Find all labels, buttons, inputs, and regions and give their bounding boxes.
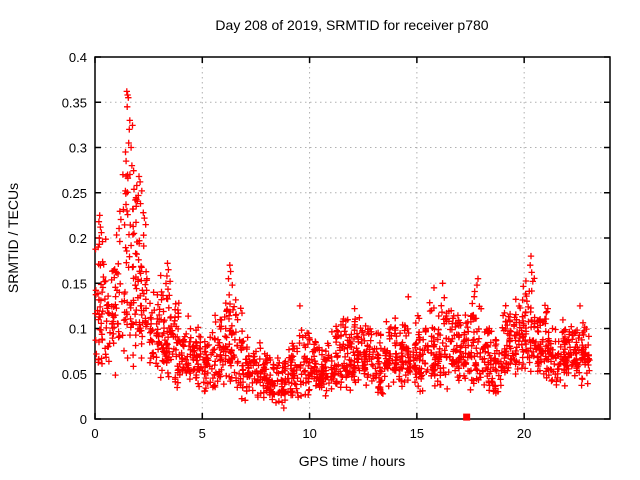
y-tick-label: 0.05: [62, 367, 87, 382]
chart-title: Day 208 of 2019, SRMTID for receiver p78…: [215, 17, 488, 33]
data-point-markers: [92, 88, 593, 412]
tick-labels: 0 5 10 15 20 0 0.05 0.1 0.15 0.2 0.25 0.3 0.35 0.4: [62, 50, 532, 441]
x-tick-label: 0: [91, 426, 98, 441]
x-tick-label: 5: [199, 426, 206, 441]
y-tick-label: 0.3: [69, 141, 87, 156]
y-tick-label: 0.4: [69, 50, 87, 65]
y-tick-label: 0: [80, 412, 87, 427]
y-tick-label: 0.1: [69, 322, 87, 337]
event-marker-square: [463, 413, 471, 421]
x-tick-label: 10: [302, 426, 316, 441]
x-tick-label: 15: [410, 426, 424, 441]
y-tick-label: 0.35: [62, 95, 87, 110]
scatter-points: [92, 88, 593, 421]
x-axis-label: GPS time / hours: [299, 453, 406, 469]
y-tick-label: 0.2: [69, 231, 87, 246]
y-tick-label: 0.25: [62, 186, 87, 201]
x-tick-label: 20: [517, 426, 531, 441]
y-tick-label: 0.15: [62, 276, 87, 291]
plot-frame: [94, 56, 611, 420]
y-axis-label: SRMTID / TECUs: [5, 183, 21, 293]
